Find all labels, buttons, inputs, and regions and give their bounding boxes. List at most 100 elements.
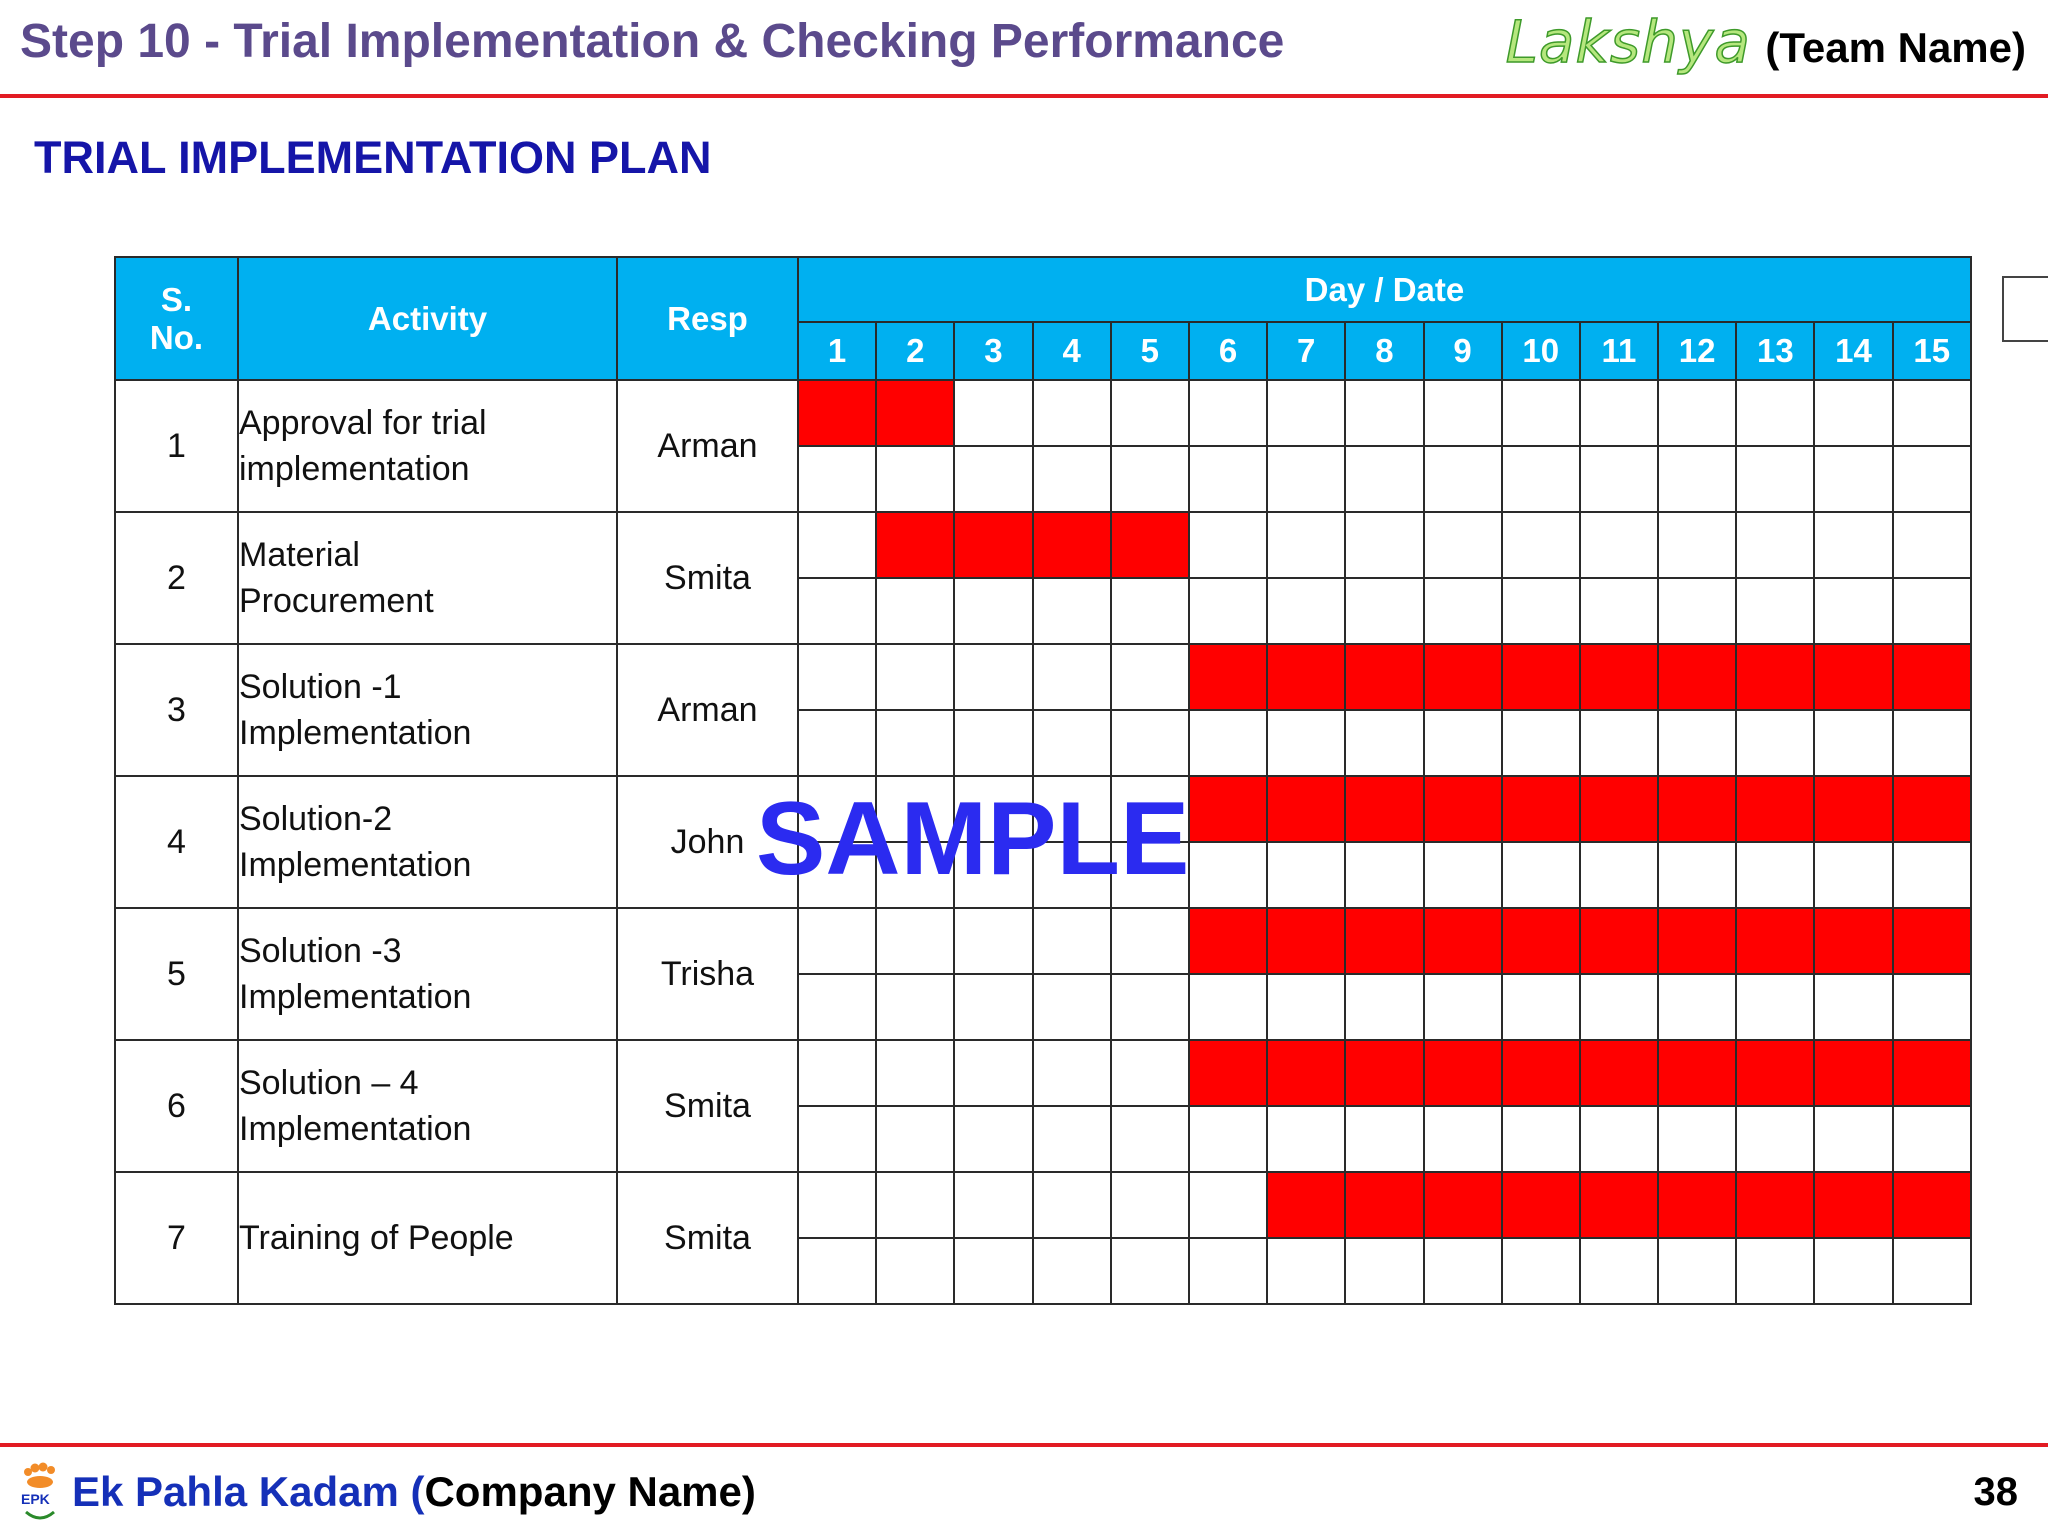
gantt-empty-cell <box>1657 973 1738 1041</box>
company-label: Company Name) <box>424 1468 756 1515</box>
gantt-empty-cell <box>875 1039 956 1107</box>
activity-line2: Implementation <box>239 978 472 1016</box>
gantt-empty-cell <box>1422 1105 1503 1173</box>
gantt-empty-cell <box>1578 379 1660 447</box>
activity-line2: implementation <box>239 450 470 488</box>
gantt-empty-cell <box>1422 511 1503 579</box>
page-number: 38 <box>1973 1470 2019 1514</box>
gantt-empty-cell <box>1500 973 1581 1041</box>
table-subrow <box>115 1237 1972 1305</box>
gantt-bar-cell <box>1187 1039 1269 1107</box>
gantt-bar-cell <box>1500 643 1581 711</box>
row-sno: 2 <box>114 511 239 645</box>
table-subrow <box>115 577 1972 645</box>
header-day-date: Day / Date <box>797 256 1972 323</box>
gantt-empty-cell <box>1344 841 1425 909</box>
gantt-empty-cell <box>1735 445 1816 513</box>
gantt-empty-cell <box>1578 577 1660 645</box>
gantt-empty-cell <box>953 973 1034 1041</box>
gantt-empty-cell <box>953 1105 1034 1173</box>
gantt-empty-cell <box>1187 379 1269 447</box>
row-activity: Solution -3 Implementation <box>237 907 618 1041</box>
gantt-empty-cell <box>796 841 878 909</box>
gantt-bar-cell <box>796 379 878 447</box>
gantt-empty-cell <box>875 907 956 975</box>
row-resp: Arman <box>616 643 799 777</box>
gantt-bar-cell <box>1422 1039 1503 1107</box>
gantt-empty-cell <box>796 445 878 513</box>
gantt-empty-cell <box>1187 511 1269 579</box>
row-resp: John <box>616 775 799 909</box>
gantt-empty-cell <box>1187 973 1269 1041</box>
gantt-empty-cell <box>796 1105 878 1173</box>
gantt-bar-cell <box>1187 775 1269 843</box>
table-row: 5 Solution -3 Implementation Trisha <box>114 907 1972 1041</box>
team-logo: Lakshya <box>1505 7 1751 77</box>
gantt-empty-cell <box>875 775 956 843</box>
gantt-empty-cell <box>1578 709 1660 777</box>
gantt-empty-cell <box>1422 841 1503 909</box>
gantt-empty-cell <box>1344 379 1425 447</box>
gantt-empty-cell <box>875 1171 956 1239</box>
day-header-row: 1 2 3 4 5 6 7 8 9 10 11 12 13 14 15 <box>115 321 1972 381</box>
row-sno: 6 <box>114 1039 239 1173</box>
gantt-empty-cell <box>1891 379 1972 447</box>
gantt-empty-cell <box>1031 1039 1112 1107</box>
gantt-empty-cell <box>1657 841 1738 909</box>
gantt-empty-cell <box>1109 379 1190 447</box>
gantt-empty-cell <box>1813 511 1894 579</box>
gantt-empty-cell <box>1344 511 1425 579</box>
gantt-empty-cell <box>1109 1039 1190 1107</box>
gantt-bar-cell <box>1578 1171 1660 1239</box>
gantt-bar-cell <box>1344 775 1425 843</box>
gantt-bar-cell <box>1344 1171 1425 1239</box>
gantt-empty-cell <box>1500 511 1581 579</box>
table-subrow <box>115 445 1972 513</box>
row-resp: Smita <box>616 1039 799 1173</box>
day-header-cell: 5 <box>1109 321 1190 381</box>
gantt-empty-cell <box>796 643 878 711</box>
day-header-cell: 7 <box>1266 321 1347 381</box>
gantt-bar-cell <box>1344 907 1425 975</box>
gantt-empty-cell <box>1187 577 1269 645</box>
gantt-bar-cell <box>1578 643 1660 711</box>
gantt-empty-cell <box>1891 841 1972 909</box>
gantt-empty-cell <box>1266 445 1347 513</box>
table-subrow <box>115 1105 1972 1173</box>
row-activity: Solution -1 Implementation <box>237 643 618 777</box>
row-resp: Arman <box>616 379 799 513</box>
activity-line1: Solution -3 <box>239 932 402 970</box>
gantt-empty-cell <box>1500 379 1581 447</box>
gantt-bar-cell <box>1735 775 1816 843</box>
day-header-cell: 15 <box>1891 321 1972 381</box>
gantt-empty-cell <box>1891 577 1972 645</box>
gantt-empty-cell <box>1422 577 1503 645</box>
gantt-empty-cell <box>953 709 1034 777</box>
gantt-empty-cell <box>953 445 1034 513</box>
day-header-cell: 2 <box>875 321 956 381</box>
gantt-empty-cell <box>1031 1171 1112 1239</box>
gantt-empty-cell <box>1578 1105 1660 1173</box>
gantt-empty-cell <box>1657 511 1738 579</box>
gantt-empty-cell <box>1657 577 1738 645</box>
gantt-bar-cell <box>1187 643 1269 711</box>
gantt-empty-cell <box>1500 1237 1581 1305</box>
activity-line2: Implementation <box>239 846 472 884</box>
gantt-empty-cell <box>953 841 1034 909</box>
gantt-bar-cell <box>1266 775 1347 843</box>
gantt-bar-cell <box>1422 643 1503 711</box>
gantt-bar-cell <box>1578 1039 1660 1107</box>
gantt-empty-cell <box>1266 1105 1347 1173</box>
gantt-empty-cell <box>953 775 1034 843</box>
gantt-empty-cell <box>1657 445 1738 513</box>
gantt-empty-cell <box>1657 1105 1738 1173</box>
gantt-empty-cell <box>1266 709 1347 777</box>
gantt-empty-cell <box>1344 445 1425 513</box>
table-row: 6 Solution – 4 Implementation Smita <box>114 1039 1972 1173</box>
gantt-empty-cell <box>1500 445 1581 513</box>
gantt-bar-cell <box>1266 1039 1347 1107</box>
gantt-bar-cell <box>1266 1171 1347 1239</box>
gantt-empty-cell <box>1500 709 1581 777</box>
row-activity: Solution-2 Implementation <box>237 775 618 909</box>
gantt-bar-cell <box>1891 1039 1972 1107</box>
